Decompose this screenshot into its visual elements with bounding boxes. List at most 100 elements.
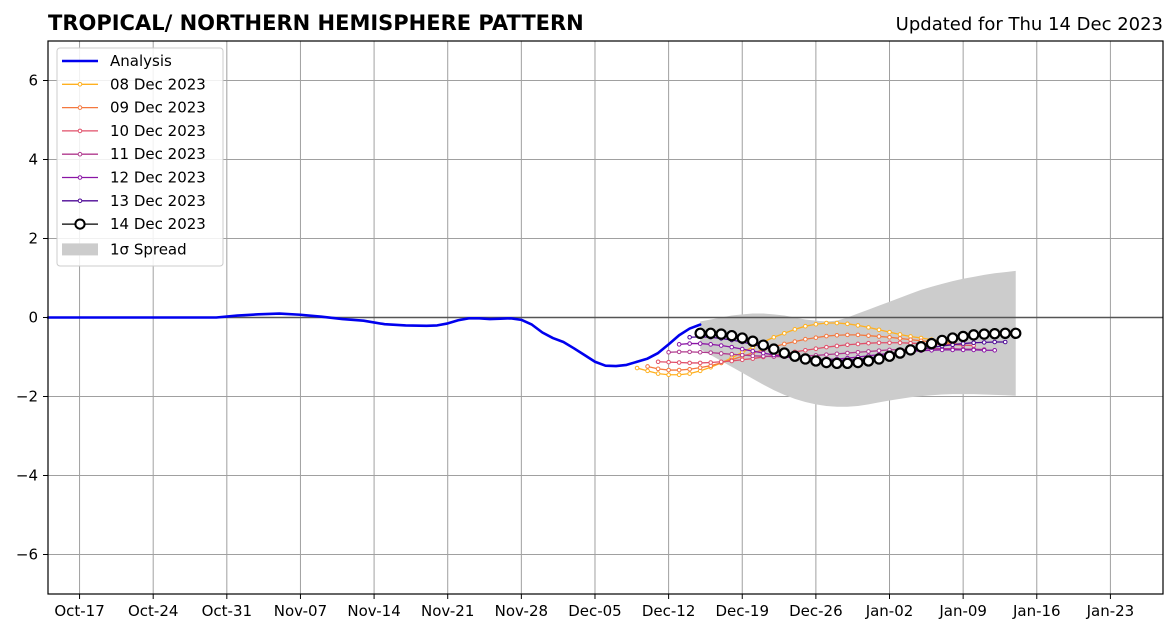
data-point-forecast-2	[866, 333, 871, 338]
x-tick-label: Jan-16	[1012, 602, 1061, 620]
legend-label: 08 Dec 2023	[110, 75, 206, 93]
legend-handle-marker	[74, 218, 86, 230]
data-point-forecast-4	[718, 351, 724, 356]
data-point-forecast-3	[897, 340, 903, 346]
data-point-forecast-3	[803, 347, 808, 353]
data-point-forecast-5	[939, 347, 945, 353]
y-tick-label: 4	[28, 151, 38, 169]
data-point-forecast-6	[960, 341, 966, 346]
data-point-forecast-2	[687, 366, 692, 372]
x-tick-label: Nov-21	[421, 602, 474, 620]
data-point-forecast-5	[708, 342, 713, 347]
data-point-forecast-4	[855, 349, 861, 355]
x-tick-label: Nov-07	[274, 602, 327, 620]
data-point-forecast-2	[782, 341, 787, 347]
data-point-forecast-6	[971, 340, 976, 346]
data-point-forecast-4	[697, 349, 703, 355]
x-tick-label: Jan-09	[938, 602, 987, 620]
y-tick-label: −4	[16, 467, 38, 485]
data-point-forecast-4	[866, 349, 871, 354]
data-point-forecast-7	[757, 339, 769, 351]
data-point-forecast-3	[687, 360, 692, 366]
chart-title: TROPICAL/ NORTHERN HEMISPHERE PATTERN	[48, 11, 584, 35]
x-tick-label: Dec-19	[715, 602, 769, 620]
data-point-forecast-4	[666, 349, 671, 355]
data-point-forecast-7	[715, 328, 727, 340]
data-point-forecast-7	[1010, 327, 1022, 339]
legend: Analysis 08 Dec 2023 09 Dec 2023 10 Dec 202…	[56, 47, 224, 267]
legend-label: Analysis	[110, 52, 172, 70]
data-point-forecast-2	[855, 332, 861, 338]
data-point-forecast-2	[676, 367, 682, 373]
x-axis-ticks: Oct-17 Oct-24 Oct-31 Nov-07 Nov-14 Nov-21 Nov-…	[54, 594, 1134, 620]
data-point-forecast-7	[946, 332, 959, 344]
data-point-forecast-7	[883, 350, 896, 362]
data-point-forecast-7	[736, 332, 748, 344]
data-point-forecast-1	[655, 371, 661, 376]
data-point-forecast-3	[718, 359, 724, 365]
x-tick-label: Oct-24	[128, 602, 178, 620]
spread-area	[700, 270, 1016, 407]
data-point-forecast-1	[845, 321, 850, 327]
data-point-forecast-2	[697, 365, 703, 370]
data-point-forecast-2	[792, 339, 798, 344]
data-point-forecast-5	[729, 344, 735, 350]
data-point-forecast-1	[876, 327, 882, 333]
data-point-forecast-3	[739, 357, 745, 363]
data-point-forecast-7	[831, 357, 843, 370]
data-point-forecast-7	[810, 355, 822, 367]
data-point-forecast-1	[634, 365, 640, 371]
data-point-forecast-7	[841, 357, 854, 370]
data-point-forecast-4	[824, 352, 829, 357]
data-point-forecast-5	[950, 347, 955, 353]
data-point-forecast-4	[687, 349, 692, 355]
x-tick-label: Jan-02	[865, 602, 914, 620]
legend-label: 11 Dec 2023	[110, 145, 206, 163]
data-point-forecast-3	[866, 340, 871, 346]
data-point-forecast-4	[750, 353, 756, 359]
data-point-forecast-4	[708, 350, 713, 355]
data-point-forecast-7	[747, 335, 759, 347]
data-point-forecast-2	[645, 364, 650, 369]
data-point-forecast-4	[676, 349, 682, 355]
y-tick-label: −6	[16, 546, 38, 564]
legend-label: 13 Dec 2023	[110, 192, 206, 210]
data-point-forecast-7	[978, 328, 990, 340]
data-point-forecast-5	[760, 350, 766, 356]
y-tick-label: −2	[16, 388, 38, 406]
data-point-forecast-3	[729, 358, 735, 364]
data-point-forecast-5	[687, 341, 692, 346]
data-point-forecast-4	[834, 351, 840, 357]
y-tick-label: 6	[28, 72, 38, 90]
y-tick-label: 2	[28, 230, 38, 248]
legend-handle-marker	[77, 151, 83, 157]
data-point-forecast-7	[988, 327, 1001, 340]
data-point-forecast-1	[866, 325, 871, 330]
legend-handle-marker	[77, 82, 83, 87]
x-tick-label: Dec-05	[568, 602, 622, 620]
data-point-forecast-7	[967, 329, 980, 341]
data-point-forecast-1	[803, 323, 808, 329]
data-point-forecast-3	[834, 343, 840, 349]
series-line-analysis	[46, 312, 702, 368]
data-point-forecast-7	[778, 347, 791, 359]
data-point-forecast-2	[666, 367, 671, 373]
data-point-forecast-3	[655, 359, 661, 365]
data-point-forecast-1	[771, 334, 777, 340]
data-point-forecast-7	[925, 337, 938, 350]
legend-handle-marker	[77, 198, 83, 204]
data-point-forecast-1	[645, 368, 650, 374]
data-point-forecast-3	[855, 341, 861, 347]
data-point-forecast-3	[676, 360, 682, 365]
data-point-forecast-7	[768, 343, 780, 355]
data-point-forecast-3	[708, 360, 713, 365]
data-point-forecast-2	[824, 333, 829, 339]
data-point-forecast-7	[726, 329, 738, 342]
legend-handle-marker	[77, 105, 83, 110]
data-point-forecast-3	[845, 342, 850, 348]
data-point-forecast-1	[824, 320, 829, 326]
legend-handle-spread	[62, 243, 98, 256]
data-point-forecast-2	[834, 332, 840, 338]
data-point-forecast-3	[813, 346, 819, 352]
